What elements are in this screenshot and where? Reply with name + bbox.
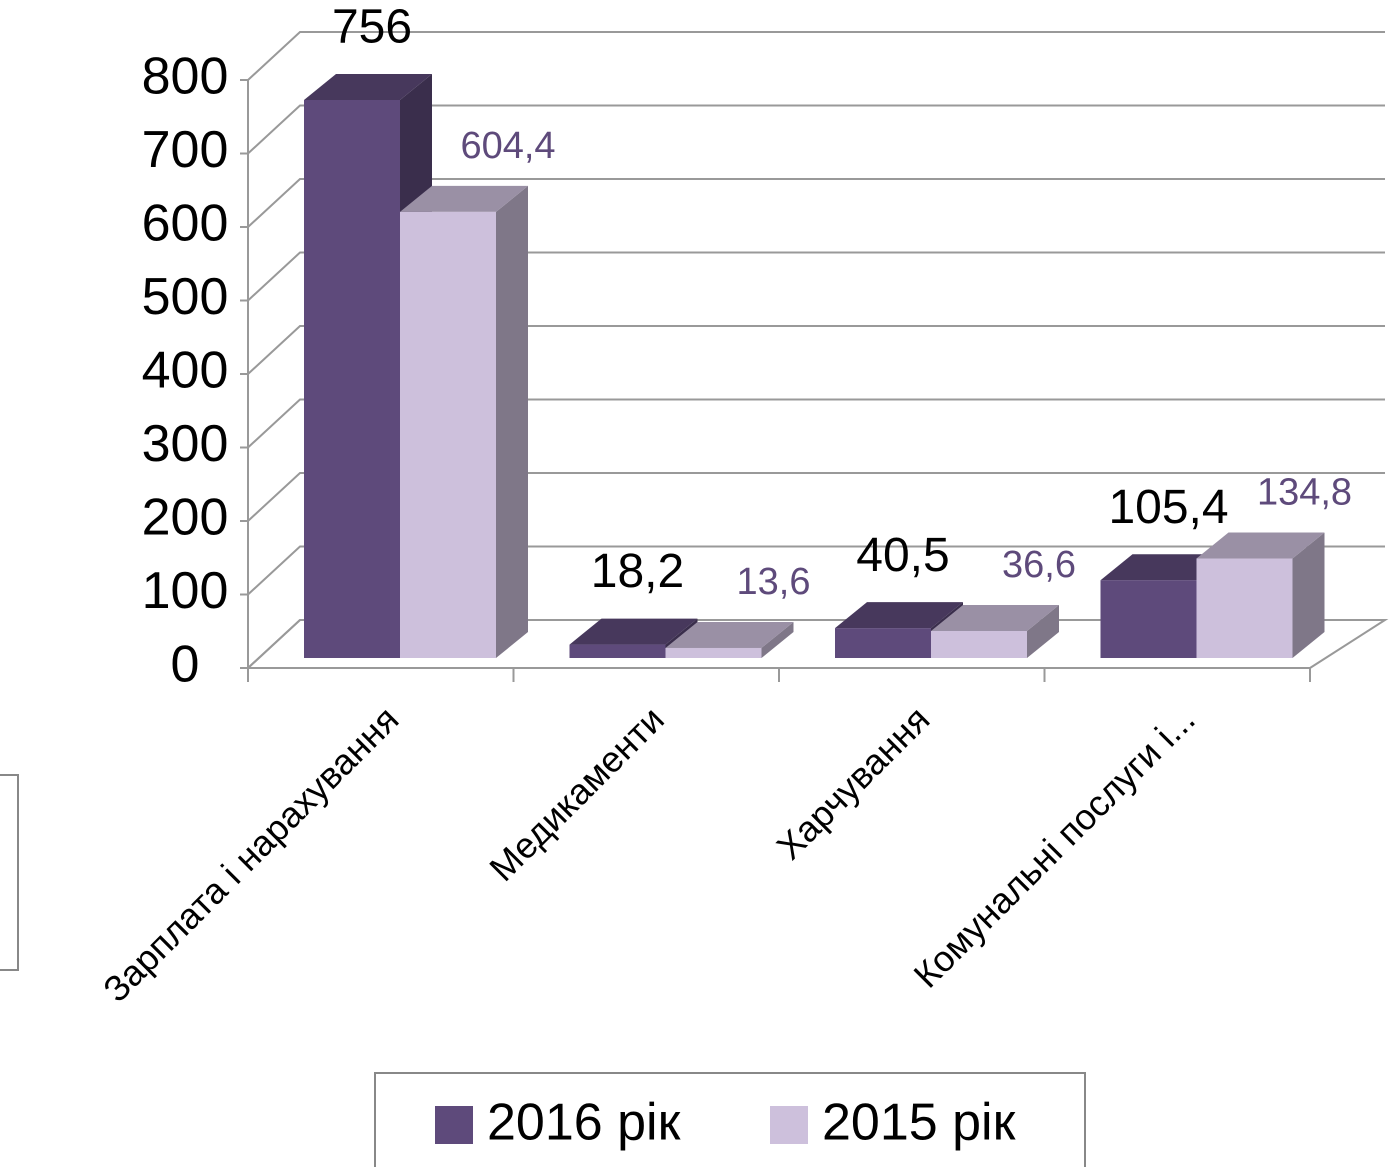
grid-line	[240, 31, 1385, 81]
y-tick-label: 800	[142, 48, 229, 106]
bar-front	[400, 211, 496, 658]
value-label: 36,6	[1002, 544, 1076, 586]
legend-box	[374, 1072, 1086, 1167]
y-tick-label: 300	[142, 415, 229, 473]
bar-top	[400, 185, 528, 212]
y-tick-label: 100	[142, 562, 229, 620]
bar-front	[665, 647, 762, 658]
bar-front	[1100, 580, 1197, 658]
bar	[665, 621, 794, 658]
bar	[931, 604, 1059, 658]
x-tick-label: Зарплата і нарахування	[95, 698, 407, 1010]
bar	[1196, 532, 1325, 658]
x-tick-label: Медикаменти	[481, 698, 672, 889]
legend-swatch	[435, 1106, 473, 1144]
grid-line	[240, 545, 1385, 596]
bar-top	[835, 602, 963, 629]
bar-top	[304, 74, 432, 100]
y-tick-label: 500	[142, 268, 229, 326]
bar-top	[1196, 532, 1325, 559]
value-label: 105,4	[1108, 481, 1228, 534]
bar-side	[761, 621, 794, 658]
bar-front	[835, 628, 931, 658]
x-tick-label: Комунальні послуги і...	[906, 698, 1203, 995]
grid-line	[240, 619, 1385, 669]
value-label: 604,4	[460, 125, 555, 167]
y-tick-label: 600	[142, 195, 229, 253]
value-label: 756	[332, 1, 412, 54]
bar-top	[665, 621, 794, 648]
grid-line	[240, 472, 1385, 522]
value-label: 18,2	[591, 545, 684, 598]
y-tick-label: 200	[142, 489, 229, 547]
legend-swatch	[770, 1106, 808, 1144]
grid-line	[240, 178, 1385, 228]
legend-label: 2016 рік	[487, 1094, 681, 1152]
bar-front	[569, 644, 666, 658]
partial-box	[0, 774, 19, 971]
grid-line	[240, 398, 1385, 449]
bar-front	[1196, 558, 1293, 658]
bar-top	[569, 618, 698, 645]
value-label: 40,5	[856, 529, 949, 582]
bar-top	[931, 604, 1059, 631]
bar-side	[1027, 604, 1059, 658]
bar	[400, 185, 528, 658]
y-tick-label: 0	[171, 636, 200, 694]
x-tick-label: Харчування	[768, 698, 937, 867]
value-label: 13,6	[737, 561, 811, 603]
bar-front	[931, 630, 1027, 658]
value-label: 134,8	[1257, 472, 1352, 514]
grid-line	[240, 325, 1385, 375]
bar-front	[304, 100, 400, 658]
y-tick-label: 400	[142, 342, 229, 400]
bar-side	[496, 185, 528, 658]
grid-line	[240, 251, 1385, 302]
bar-side	[1292, 532, 1325, 658]
bar	[835, 602, 963, 658]
legend-label: 2015 рік	[822, 1094, 1016, 1152]
grid-line	[240, 104, 1385, 155]
y-tick-label: 700	[142, 121, 229, 179]
